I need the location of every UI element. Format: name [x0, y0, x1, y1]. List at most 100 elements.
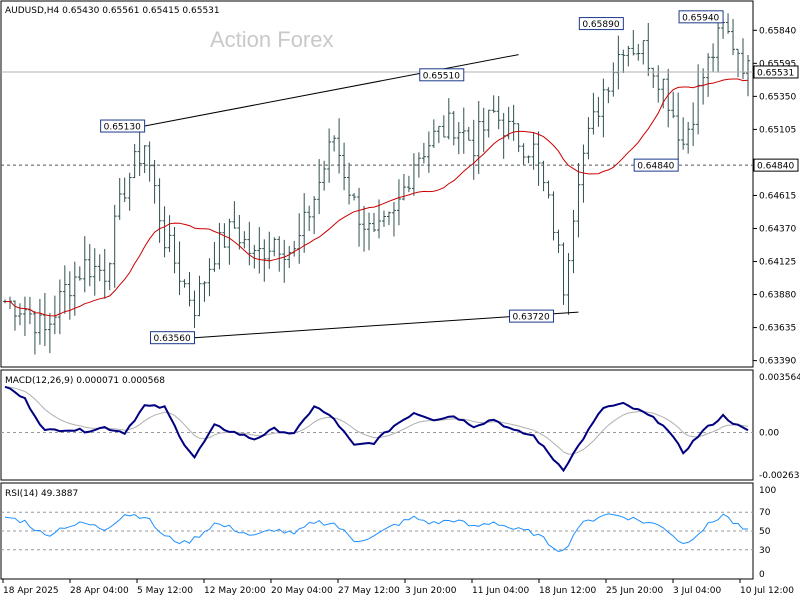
annotation-box	[678, 10, 724, 24]
ohlc-bar	[396, 179, 401, 226]
ohlc-bar	[117, 178, 122, 220]
ohlc-bar	[267, 231, 272, 269]
ohlc-bar	[32, 310, 37, 355]
price-panel-frame	[0, 0, 754, 368]
ohlc-bar	[317, 159, 322, 215]
ohlc-bar	[451, 111, 456, 146]
ohlc-bar	[581, 144, 586, 203]
macd-line	[4, 385, 749, 473]
ohlc-bar	[656, 65, 661, 103]
ohlc-bar	[536, 131, 541, 186]
x-tick-label: 3 Jun 20:00	[405, 586, 457, 596]
rsi-line	[4, 513, 749, 553]
x-tick-label: 5 May 12:00	[137, 586, 193, 596]
annotation-label: 0.63720	[513, 313, 550, 323]
support-price-tag: 0.64840	[757, 162, 794, 172]
annotation-box	[633, 158, 679, 172]
price-annotation: 0.63560	[149, 331, 195, 345]
y-tick-label: 0.65840	[759, 26, 796, 36]
ohlc-bar	[556, 229, 561, 253]
ohlc-bar	[247, 221, 252, 266]
ohlc-bar	[62, 265, 67, 314]
macd-panel-frame	[0, 369, 754, 481]
price-annotation: 0.64840	[633, 158, 679, 172]
ohlc-bar	[307, 205, 312, 232]
ohlc-bar	[631, 30, 636, 56]
macd-tick-label: 0.00	[759, 428, 779, 438]
x-tick-label: 27 May 12:00	[338, 586, 400, 596]
ohlc-bar	[157, 178, 162, 243]
annotation-label: 0.63560	[153, 334, 190, 344]
ohlc-bar	[227, 218, 232, 265]
rsi-panel-frame	[0, 482, 754, 580]
symbol-label: AUDUSD,H4 0.65430 0.65561 0.65415 0.6553…	[5, 6, 220, 16]
y-tick-label: 0.65595	[759, 59, 796, 69]
rsi-tick-label: 50	[759, 527, 771, 537]
ohlc-bar	[441, 115, 446, 138]
ohlc-bar	[357, 187, 362, 247]
ohlc-bar	[671, 91, 676, 119]
ohlc-bar	[381, 210, 386, 227]
ohlc-bar	[22, 296, 27, 336]
ohlc-bar	[242, 231, 247, 249]
ohlc-bar	[726, 13, 731, 34]
ohlc-bar	[202, 281, 207, 302]
ohlc-bar	[312, 196, 317, 235]
ohlc-bar	[591, 92, 596, 135]
ohlc-bar	[481, 107, 486, 153]
annotation-label: 0.65510	[423, 71, 460, 81]
ohlc-bar	[406, 175, 411, 193]
ohlc-bar	[282, 239, 287, 283]
ohlc-bar	[681, 117, 686, 150]
annotation-label: 0.65890	[582, 20, 619, 30]
rsi-tick-label: 30	[759, 546, 771, 556]
ohlc-bar	[491, 95, 496, 113]
ohlc-bar	[386, 211, 391, 226]
y-tick-label: 0.65105	[759, 125, 796, 135]
macd-tick-label: -0.002632	[759, 471, 800, 481]
annotation-box	[100, 119, 146, 133]
current-price-tag: 0.65531	[757, 68, 794, 78]
ohlc-bar	[337, 118, 342, 174]
ohlc-bar	[367, 212, 372, 251]
ohlc-bar	[616, 35, 621, 90]
ohlc-bar	[596, 96, 601, 127]
ohlc-bar	[177, 241, 182, 296]
ohlc-bar	[47, 313, 52, 354]
ohlc-bar	[426, 131, 431, 173]
ohlc-bar	[706, 53, 711, 97]
ohlc-bar	[641, 40, 646, 65]
ohlc-bar	[162, 206, 167, 258]
ohlc-bar	[446, 98, 451, 140]
ohlc-bar	[636, 43, 641, 61]
ohlc-bar	[132, 143, 137, 179]
ohlc-bar	[551, 191, 556, 241]
ohlc-bar	[172, 226, 177, 274]
ohlc-bar	[82, 236, 87, 293]
ohlc-bar	[102, 248, 107, 299]
ohlc-bar	[571, 209, 576, 274]
ohlc-bar	[182, 279, 187, 288]
ohlc-bar	[287, 245, 292, 268]
ohlc-bar	[686, 121, 691, 154]
ohlc-bar	[167, 215, 172, 253]
ohlc-bar	[746, 54, 750, 97]
ohlc-bar	[137, 128, 142, 177]
ohlc-bar	[92, 248, 97, 296]
ohlc-bar	[716, 19, 721, 73]
y-tick-label: 0.63880	[759, 291, 796, 301]
ohlc-bar	[576, 163, 581, 238]
price-annotation: 0.65940	[678, 10, 724, 24]
ohlc-bar	[626, 45, 631, 67]
ohlc-bar	[127, 172, 132, 211]
ohlc-bar	[352, 193, 357, 201]
price-layer: 0.65130 0.63560 0.65510 0.63720 0.65890 0.648…	[1, 10, 753, 355]
ohlc-bar	[207, 258, 212, 297]
y-tick-label: 0.63390	[759, 357, 796, 367]
y-tick-label: 0.64370	[759, 224, 796, 234]
ohlc-bar	[12, 300, 17, 331]
ohlc-bar	[192, 290, 197, 328]
channel-line	[144, 54, 519, 127]
annotation-label: 0.65130	[104, 123, 141, 133]
ohlc-bar	[142, 145, 147, 173]
